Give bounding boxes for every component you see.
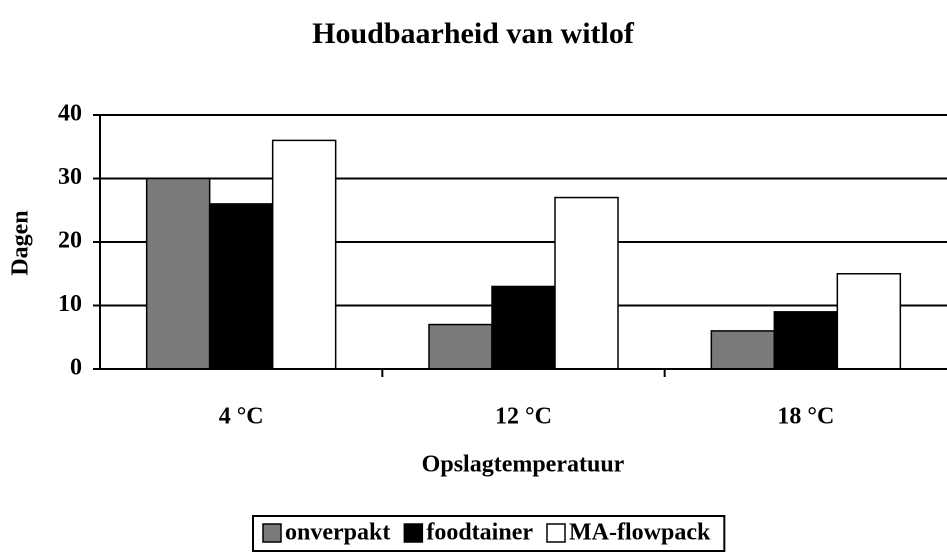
bar bbox=[554, 196, 619, 370]
x-tick-label: 4 °C bbox=[219, 404, 264, 430]
legend-swatch bbox=[403, 523, 424, 543]
legend-swatch bbox=[546, 523, 566, 543]
y-tick-label: 30 bbox=[58, 164, 82, 190]
bar bbox=[428, 323, 493, 370]
legend-label: foodtainer bbox=[426, 520, 533, 546]
legend-box bbox=[252, 515, 726, 552]
chart-title: Houdbaarheid van witlof bbox=[312, 17, 635, 50]
y-tick-label: 10 bbox=[58, 291, 82, 317]
x-tick-label: 12 °C bbox=[495, 404, 552, 430]
y-tick-label: 0 bbox=[70, 355, 82, 381]
bar bbox=[271, 139, 337, 370]
bar bbox=[145, 177, 211, 370]
bar bbox=[773, 311, 839, 370]
bar bbox=[208, 203, 274, 370]
bar bbox=[836, 273, 902, 370]
bar bbox=[710, 330, 776, 370]
y-tick-label: 40 bbox=[58, 101, 82, 127]
bar bbox=[491, 285, 556, 370]
legend-label: onverpakt bbox=[285, 520, 390, 546]
y-axis-label: Dagen bbox=[8, 210, 34, 275]
x-axis-label: Opslagtemperatuur bbox=[422, 452, 625, 478]
legend-label: MA-flowpack bbox=[569, 520, 711, 546]
y-tick-label: 20 bbox=[58, 228, 82, 254]
legend-swatch bbox=[262, 523, 282, 543]
x-tick-label: 18 °C bbox=[777, 404, 834, 430]
